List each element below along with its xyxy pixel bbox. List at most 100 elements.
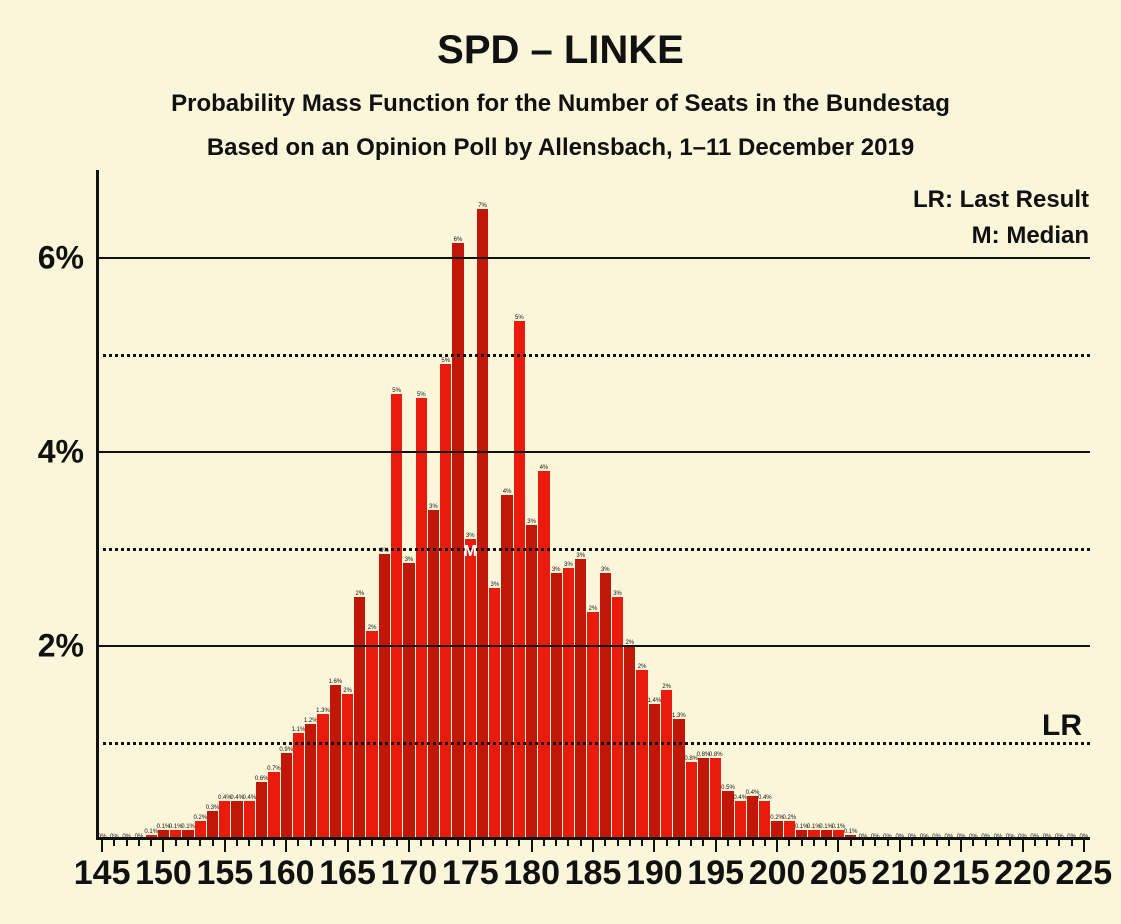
chart-canvas: SPD – LINKE Probability Mass Function fo… — [0, 0, 1121, 924]
grid-major — [96, 257, 1090, 259]
bar: 0.8% — [698, 758, 709, 841]
x-tick-major — [101, 840, 103, 852]
grid-major — [96, 451, 1090, 453]
bar-value-label: 0.6% — [255, 776, 269, 782]
bar: 0.4% — [231, 801, 242, 840]
bar: 3% — [489, 588, 500, 840]
bar: 1.1% — [293, 733, 304, 840]
grid-major — [96, 645, 1090, 647]
x-tick-minor — [1034, 840, 1036, 846]
bar-value-label: 0.1% — [844, 829, 858, 835]
plot-area: 0%0%0%0%0.1%0.1%0.1%0.1%0.2%0.3%0.4%0.4%… — [96, 180, 1090, 840]
x-tick-minor — [236, 840, 238, 846]
x-tick-major — [285, 840, 287, 852]
chart-title: SPD – LINKE — [0, 28, 1121, 73]
bar: 3% — [612, 597, 623, 840]
bar-value-label: 1.6% — [328, 679, 342, 685]
x-tick-label: 170 — [381, 854, 438, 893]
x-tick-minor — [359, 840, 361, 846]
bar-value-label: 0.4% — [243, 795, 257, 801]
y-tick-label: 6% — [38, 239, 96, 276]
bar-value-label: 0.2% — [782, 815, 796, 821]
x-tick-minor — [764, 840, 766, 846]
bar-value-label: 0.7% — [267, 766, 281, 772]
x-tick-label: 165 — [319, 854, 376, 893]
x-tick-major — [1083, 840, 1085, 852]
x-tick-minor — [985, 840, 987, 846]
x-tick-minor — [518, 840, 520, 846]
x-tick-minor — [199, 840, 201, 846]
x-tick-minor — [383, 840, 385, 846]
x-tick-minor — [690, 840, 692, 846]
x-tick-minor — [1071, 840, 1073, 846]
bar: 1.3% — [673, 719, 684, 840]
bar: 0.7% — [268, 772, 279, 840]
x-tick-major — [469, 840, 471, 852]
x-tick-minor — [212, 840, 214, 846]
bar: 3% — [465, 539, 476, 840]
x-tick-minor — [175, 840, 177, 846]
x-tick-minor — [641, 840, 643, 846]
bar: 0.8% — [710, 758, 721, 841]
bar: 0.9% — [281, 753, 292, 840]
bar: 3% — [600, 573, 611, 840]
bar: 1.3% — [317, 714, 328, 840]
bar: 0.3% — [207, 811, 218, 840]
x-tick-label: 180 — [503, 854, 560, 893]
bar-value-label: 5% — [392, 388, 401, 394]
x-tick-minor — [150, 840, 152, 846]
bar: 5% — [391, 394, 402, 840]
x-tick-minor — [1009, 840, 1011, 846]
x-tick-major — [715, 840, 717, 852]
bar: 2% — [366, 631, 377, 840]
x-tick-major — [837, 840, 839, 852]
bar-value-label: 5% — [441, 358, 450, 364]
x-axis — [96, 837, 1090, 840]
x-tick-minor — [580, 840, 582, 846]
bar-value-label: 1.4% — [648, 698, 662, 704]
x-tick-minor — [788, 840, 790, 846]
x-tick-minor — [113, 840, 115, 846]
bar: 0.4% — [244, 801, 255, 840]
x-tick-minor — [543, 840, 545, 846]
x-tick-minor — [617, 840, 619, 846]
bar-value-label: 3% — [405, 557, 414, 563]
bar-value-label: 6% — [454, 237, 463, 243]
x-tick-minor — [678, 840, 680, 846]
bar: 7% — [477, 209, 488, 840]
x-tick-major — [531, 840, 533, 852]
x-tick-label: 225 — [1055, 854, 1112, 893]
x-tick-label: 200 — [749, 854, 806, 893]
x-tick-label: 145 — [74, 854, 131, 893]
bar-value-label: 3% — [613, 591, 622, 597]
bar-value-label: 3% — [466, 533, 475, 539]
x-tick-minor — [494, 840, 496, 846]
bar-value-label: 3% — [552, 567, 561, 573]
x-tick-major — [162, 840, 164, 852]
x-tick-label: 220 — [994, 854, 1051, 893]
x-tick-major — [1022, 840, 1024, 852]
x-tick-major — [592, 840, 594, 852]
bar-value-label: 2% — [589, 606, 598, 612]
bar: 5% — [440, 364, 451, 840]
x-tick-label: 160 — [258, 854, 315, 893]
x-tick-minor — [948, 840, 950, 846]
x-tick-minor — [813, 840, 815, 846]
bar: 3% — [526, 525, 537, 840]
bar-value-label: 0.3% — [206, 805, 220, 811]
y-tick-label: 4% — [38, 433, 96, 470]
x-tick-major — [224, 840, 226, 852]
x-tick-minor — [874, 840, 876, 846]
bar: 5% — [514, 321, 525, 840]
y-axis — [96, 170, 99, 840]
bar-value-label: 3% — [429, 504, 438, 510]
x-tick-minor — [273, 840, 275, 846]
x-tick-major — [653, 840, 655, 852]
x-tick-minor — [457, 840, 459, 846]
x-tick-major — [408, 840, 410, 852]
bar: 3% — [428, 510, 439, 840]
x-tick-minor — [482, 840, 484, 846]
x-tick-label: 215 — [933, 854, 990, 893]
bar: 1.4% — [649, 704, 660, 840]
x-tick-label: 195 — [687, 854, 744, 893]
